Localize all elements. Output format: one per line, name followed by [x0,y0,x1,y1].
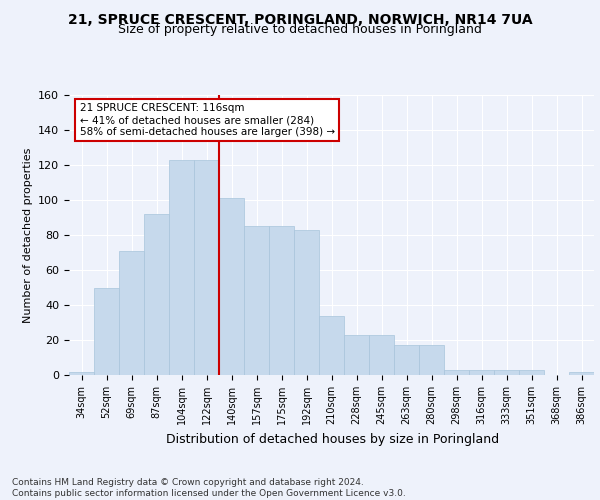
Text: 21, SPRUCE CRESCENT, PORINGLAND, NORWICH, NR14 7UA: 21, SPRUCE CRESCENT, PORINGLAND, NORWICH… [68,12,532,26]
Bar [169,160,194,375]
Bar [194,160,219,375]
Bar [319,316,344,375]
Bar [444,370,469,375]
Text: 21 SPRUCE CRESCENT: 116sqm
← 41% of detached houses are smaller (284)
58% of sem: 21 SPRUCE CRESCENT: 116sqm ← 41% of deta… [79,104,335,136]
Bar [344,335,369,375]
Bar [469,370,494,375]
Text: Contains HM Land Registry data © Crown copyright and database right 2024.
Contai: Contains HM Land Registry data © Crown c… [12,478,406,498]
Bar [494,370,519,375]
Bar [419,345,444,375]
Bar [244,226,269,375]
Text: Distribution of detached houses by size in Poringland: Distribution of detached houses by size … [166,432,500,446]
Bar [569,372,594,375]
Bar [219,198,244,375]
Bar [369,335,394,375]
Y-axis label: Number of detached properties: Number of detached properties [23,148,32,322]
Bar [94,288,119,375]
Bar [394,345,419,375]
Bar [269,226,294,375]
Bar [519,370,544,375]
Bar [69,372,94,375]
Bar [119,251,144,375]
Bar [294,230,319,375]
Bar [144,214,169,375]
Text: Size of property relative to detached houses in Poringland: Size of property relative to detached ho… [118,22,482,36]
